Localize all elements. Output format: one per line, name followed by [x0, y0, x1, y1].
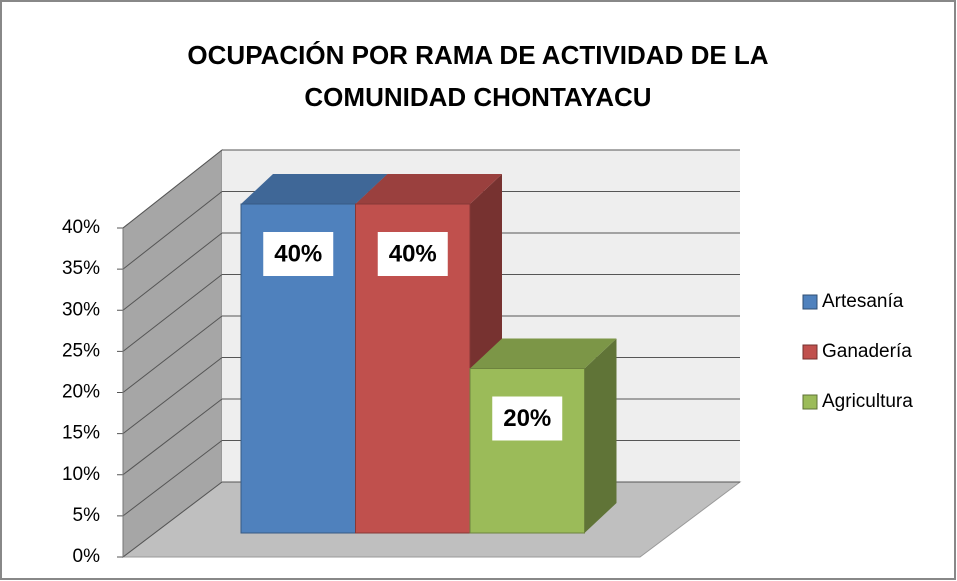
y-tick-label: 35%: [62, 258, 100, 279]
value-label: 40%: [274, 240, 322, 267]
y-tick-label: 0%: [73, 546, 101, 567]
legend-swatch: [802, 294, 818, 310]
bar: [469, 368, 585, 534]
side-grid-line: [122, 149, 223, 229]
y-tick-label: 10%: [62, 464, 100, 485]
value-label: 40%: [389, 240, 437, 267]
y-tick-label: 25%: [62, 340, 100, 361]
y-tick-label: 15%: [62, 423, 100, 444]
chart-title: OCUPACIÓN POR RAMA DE ACTIVIDAD DE LA CO…: [187, 40, 769, 112]
bar-top: [355, 174, 502, 204]
side-grid-line: [122, 232, 223, 311]
side-grid-line: [122, 481, 223, 558]
y-tick-label: 20%: [62, 382, 100, 403]
legend-swatch: [802, 344, 818, 360]
y-tick-label: 30%: [62, 299, 100, 320]
side-grid-line: [122, 191, 223, 270]
bar-top: [470, 338, 617, 369]
legend-label: Agricultura: [822, 391, 913, 412]
bar-top: [241, 174, 388, 204]
legend-label: Artesanía: [822, 291, 904, 312]
value-label-box: [492, 396, 563, 441]
side-grid-line: [122, 398, 223, 476]
value-label-box: [377, 232, 448, 276]
side-grid-line: [122, 315, 223, 393]
side-grid-line: [122, 440, 223, 517]
legend-label: Ganadería: [822, 341, 912, 362]
side-grid-line: [122, 274, 223, 352]
bar-side: [584, 338, 617, 533]
value-label-box: [263, 232, 334, 276]
value-label: 20%: [503, 405, 551, 432]
y-tick-label: 5%: [73, 505, 101, 526]
legend-swatch: [802, 394, 818, 410]
side-grid-line: [122, 357, 223, 435]
y-tick-label: 40%: [62, 217, 100, 238]
